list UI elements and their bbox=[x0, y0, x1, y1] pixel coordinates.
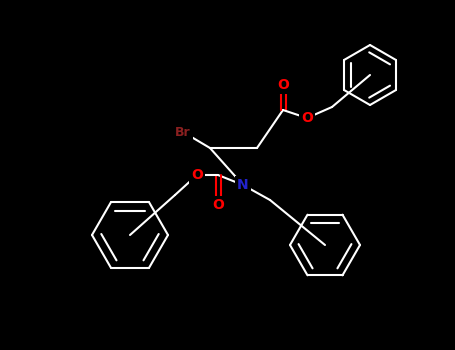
Text: O: O bbox=[301, 111, 313, 125]
Text: O: O bbox=[191, 168, 203, 182]
Text: O: O bbox=[277, 78, 289, 92]
Text: O: O bbox=[212, 198, 224, 212]
Text: N: N bbox=[237, 178, 249, 192]
Text: Br: Br bbox=[175, 126, 191, 139]
